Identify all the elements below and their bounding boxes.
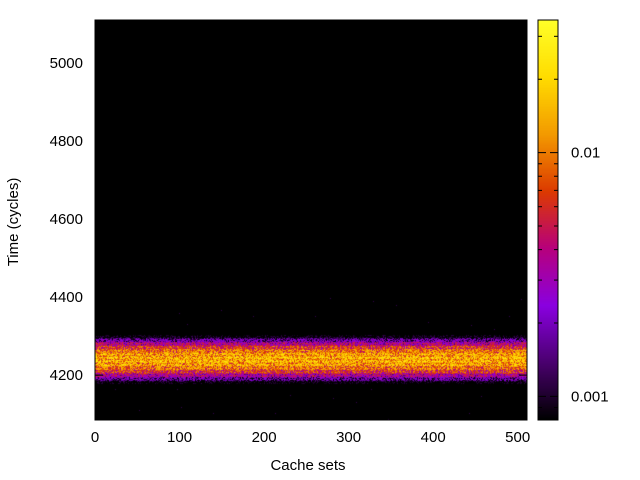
x-tick-label: 500 [505,429,530,446]
y-tick-label: 4200 [50,367,83,384]
y-tick-label: 4600 [50,211,83,228]
x-axis-label: Cache sets [270,457,345,474]
x-tick-label: 200 [252,429,277,446]
x-tick-label: 100 [167,429,192,446]
y-tick-label: 4800 [50,133,83,150]
y-tick-label: 4400 [50,289,83,306]
y-axis-label: Time (cycles) [5,178,22,267]
colorbar-tick-label: 0.001 [571,388,609,405]
heatmap-plot-area [95,20,527,420]
colorbar-tick-label: 0.01 [571,145,600,162]
x-axis-ticks: 0 100 200 300 400 500 [91,20,530,446]
x-tick-label: 300 [336,429,361,446]
y-axis-ticks: 4200 4400 4600 4800 5000 [50,55,527,384]
y-tick-label: 5000 [50,55,83,72]
plot-border [94,19,528,421]
colorbar-ticks: 0.001 0.01 [538,35,609,409]
x-tick-label: 400 [421,429,446,446]
colorbar-border [537,19,559,421]
colorbar-gradient [538,20,558,420]
x-tick-label: 0 [91,429,99,446]
